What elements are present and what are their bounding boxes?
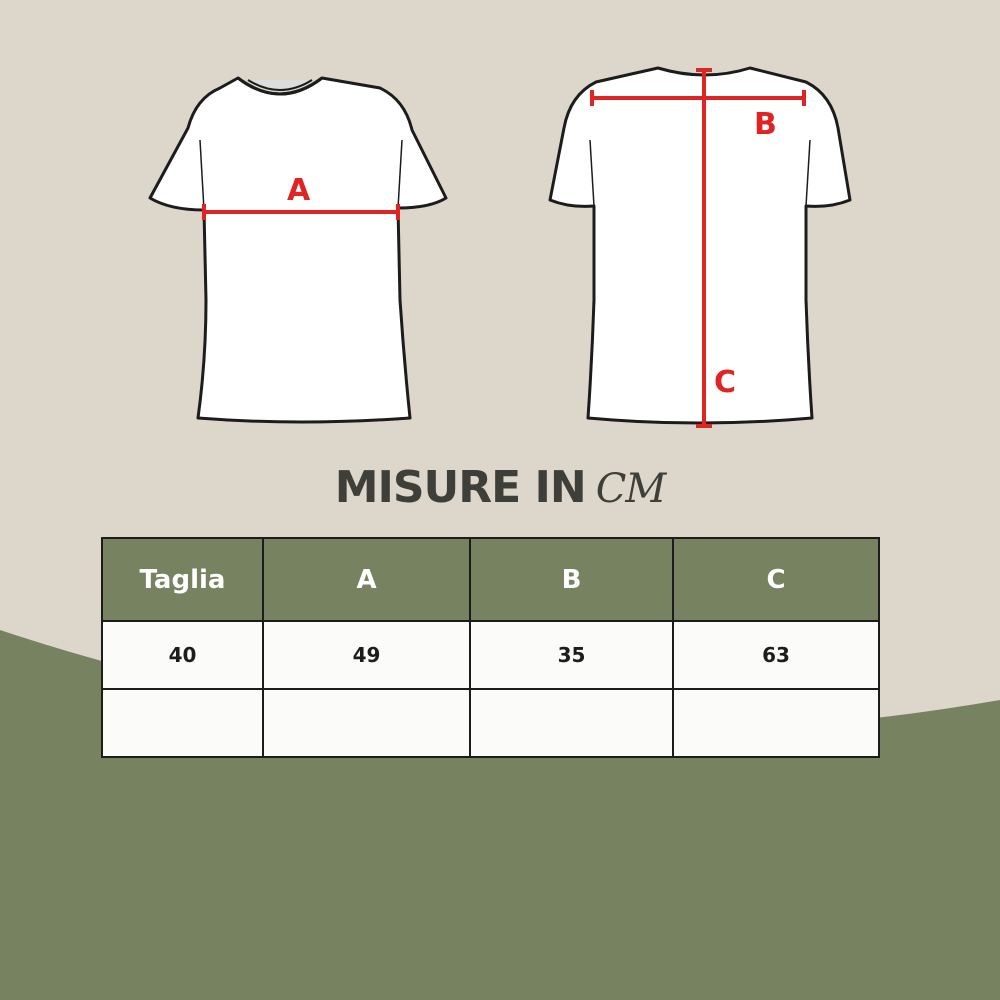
cell-a: 49 xyxy=(262,620,471,690)
table-row xyxy=(101,688,880,758)
header-b: B xyxy=(469,537,674,622)
back-tshirt xyxy=(548,66,852,425)
cell-b xyxy=(469,688,674,758)
label-a: A xyxy=(287,173,311,208)
header-c: C xyxy=(672,537,880,622)
header-a: A xyxy=(262,537,471,622)
table-row: 40 49 35 63 xyxy=(101,620,880,690)
measure-lines xyxy=(202,68,806,428)
cell-c xyxy=(672,688,880,758)
size-table: Taglia A B C 40 49 35 63 xyxy=(101,537,880,758)
title-text: MISURE IN xyxy=(334,462,587,513)
front-tshirt xyxy=(148,76,448,424)
label-b: B xyxy=(754,107,777,142)
label-c: C xyxy=(714,365,736,400)
table-header: Taglia A B C xyxy=(101,537,880,622)
cell-size xyxy=(101,688,264,758)
page-title: MISURE IN CM xyxy=(0,462,1000,513)
cell-c: 63 xyxy=(672,620,880,690)
title-unit: CM xyxy=(595,466,667,512)
cell-a xyxy=(262,688,471,758)
header-size: Taglia xyxy=(101,537,264,622)
cell-b: 35 xyxy=(469,620,674,690)
cell-size: 40 xyxy=(101,620,264,690)
tshirt-diagram: A B C xyxy=(148,66,852,428)
